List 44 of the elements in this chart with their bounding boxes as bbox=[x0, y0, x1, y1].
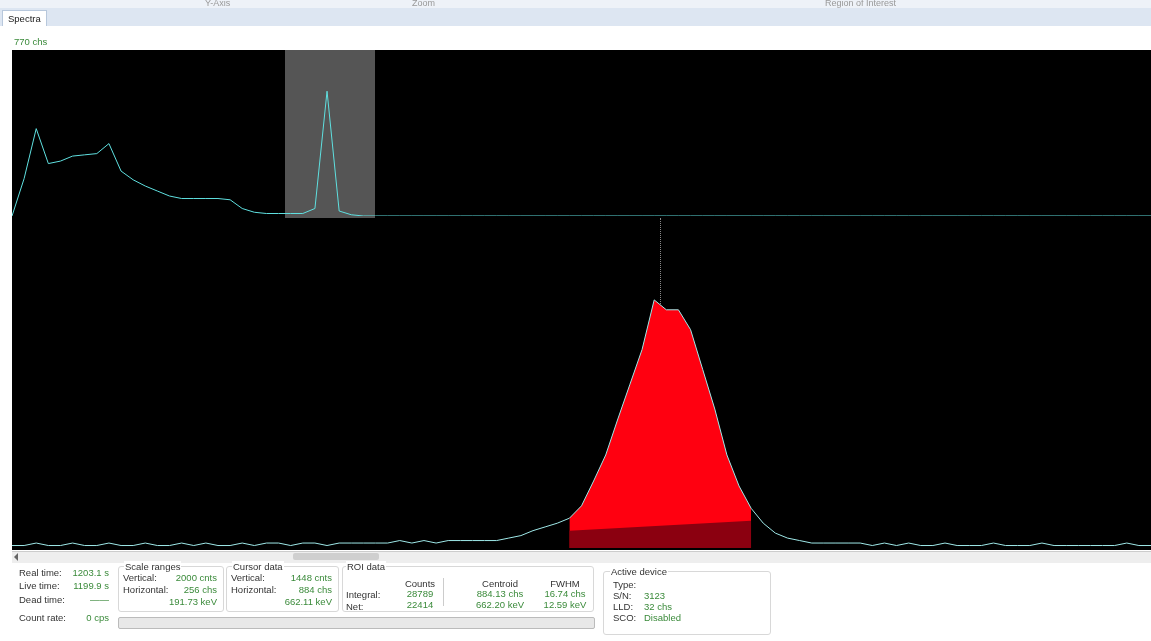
text: Type: bbox=[612, 579, 638, 590]
text: 191.73 keV bbox=[167, 596, 218, 607]
text: ROI data bbox=[346, 561, 387, 572]
text: 662.20 keV bbox=[474, 599, 526, 610]
text: Dead time: bbox=[18, 594, 66, 605]
text: Integral: bbox=[345, 589, 382, 600]
text: Active device bbox=[610, 566, 668, 577]
text: Horizontal: bbox=[230, 584, 278, 595]
text: 16.74 chs bbox=[543, 588, 587, 599]
text: Vertical: bbox=[122, 572, 158, 583]
text: Y-Axis bbox=[205, 0, 231, 8]
chart-subtitle: 770 chs bbox=[14, 36, 48, 47]
text: 884.13 chs bbox=[475, 588, 525, 599]
text: Counts bbox=[403, 578, 437, 589]
text: 0 cps bbox=[85, 612, 110, 623]
text: Disabled bbox=[643, 612, 682, 623]
text: 884 chs bbox=[297, 584, 333, 595]
text: Count rate: bbox=[18, 612, 67, 623]
text: S/N: bbox=[612, 590, 633, 601]
text: LLD: bbox=[612, 601, 635, 612]
text: 1203.1 s bbox=[71, 567, 110, 578]
text: Centroid bbox=[481, 578, 519, 589]
text: FWHM bbox=[549, 578, 581, 589]
text: —— bbox=[89, 594, 110, 605]
text: Region of Interest bbox=[825, 0, 897, 8]
text: Cursor data bbox=[232, 561, 284, 572]
text: Vertical: bbox=[230, 572, 266, 583]
text: 1199.9 s bbox=[72, 580, 110, 591]
text: Zoom bbox=[412, 0, 436, 8]
text: Live time: bbox=[18, 580, 61, 591]
text: Real time: bbox=[18, 567, 63, 578]
text: Horizontal: bbox=[122, 584, 170, 595]
text: 32 chs bbox=[643, 601, 673, 612]
text: Scale ranges bbox=[124, 561, 182, 572]
text: Net: bbox=[345, 601, 365, 612]
text: 28789 bbox=[405, 588, 435, 599]
text: 1448 cnts bbox=[289, 572, 333, 583]
text: 3123 bbox=[643, 590, 667, 601]
text: 22414 bbox=[405, 599, 435, 610]
text: 256 chs bbox=[182, 584, 218, 595]
text: 662.11 keV bbox=[283, 596, 333, 607]
text: SCO: bbox=[612, 612, 638, 623]
text: 2000 cnts bbox=[174, 572, 218, 583]
text: 12.59 keV bbox=[542, 599, 588, 610]
